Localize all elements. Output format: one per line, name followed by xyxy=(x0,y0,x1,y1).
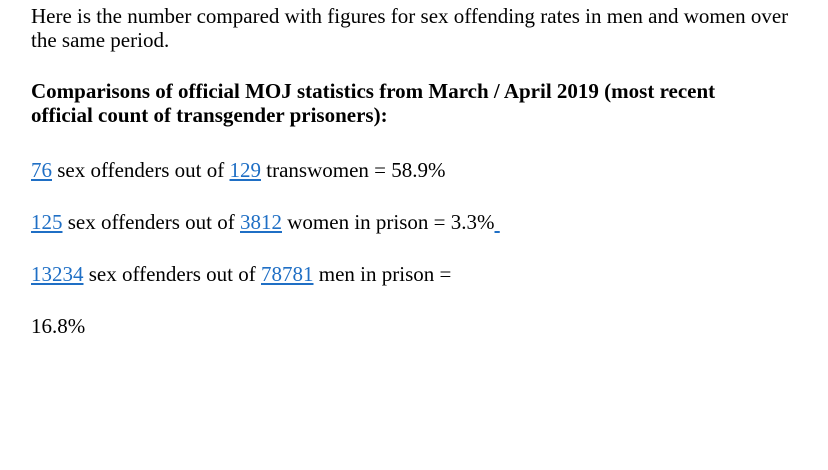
offenders-count-link[interactable]: 76 xyxy=(31,158,52,182)
total-count-link[interactable]: 3812 xyxy=(240,210,282,234)
stat-text: sex offenders out of xyxy=(83,262,261,286)
intro-line-2: the same period. xyxy=(31,28,170,52)
stat-women: 125 sex offenders out of 3812 women in p… xyxy=(31,210,500,234)
stat-text: sex offenders out of xyxy=(62,210,240,234)
offenders-count-link[interactable]: 125 xyxy=(31,210,63,234)
stat-text: men in prison = xyxy=(313,262,452,286)
total-count-link[interactable]: 129 xyxy=(229,158,262,182)
total-count-link[interactable]: 78781 xyxy=(261,262,314,286)
stat-transwomen: 76 sex offenders out of 129 transwomen =… xyxy=(31,158,445,182)
trailing-empty-link[interactable] xyxy=(495,210,500,234)
heading-line-1: Comparisons of official MOJ statistics f… xyxy=(31,79,716,103)
stat-men: 13234 sex offenders out of 78781 men in … xyxy=(31,262,451,286)
offenders-count-link[interactable]: 13234 xyxy=(31,262,84,286)
men-percentage: 16.8% xyxy=(31,314,86,338)
heading-line-2: official count of transgender prisoners)… xyxy=(31,103,388,127)
document-body: Here is the number compared with figures… xyxy=(31,4,828,338)
stat-text: transwomen = 58.9% xyxy=(261,158,446,182)
comparison-heading: Comparisons of official MOJ statistics f… xyxy=(31,79,715,127)
stat-text: sex offenders out of xyxy=(52,158,230,182)
intro-paragraph: Here is the number compared with figures… xyxy=(31,4,828,52)
intro-line-1: Here is the number compared with figures… xyxy=(31,4,789,28)
stat-text: women in prison = 3.3% xyxy=(282,210,495,234)
